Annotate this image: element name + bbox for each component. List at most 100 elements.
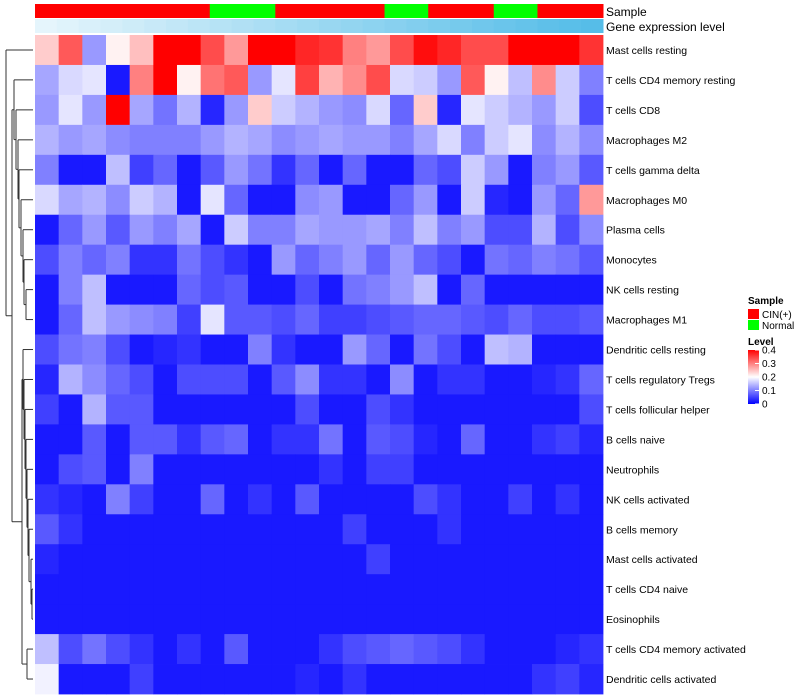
- heatmap-cell: [58, 664, 83, 695]
- sample-cell-cin: [100, 4, 123, 18]
- heatmap-cell: [366, 154, 391, 186]
- heatmap-cell: [177, 94, 202, 126]
- heatmap-cell: [342, 514, 367, 545]
- heatmap-cell: [484, 574, 509, 605]
- heatmap-cell: [224, 454, 249, 485]
- heatmap-cell: [508, 484, 533, 515]
- legend-swatch-normal: [748, 320, 759, 330]
- heatmap-cell: [271, 394, 296, 425]
- heatmap-cell: [342, 274, 367, 305]
- heatmap-cell: [319, 394, 344, 425]
- heatmap-cell: [200, 334, 225, 365]
- heatmap-cell: [390, 244, 415, 276]
- heatmap-cell: [248, 514, 273, 545]
- heatmap-cell: [153, 574, 178, 605]
- heatmap-cell: [437, 334, 462, 365]
- sample-cell-cin: [362, 4, 386, 18]
- row-label: Plasma cells: [606, 225, 665, 237]
- heatmap-cell: [484, 184, 509, 216]
- heatmap-cell: [484, 394, 509, 425]
- heatmap-cell: [82, 214, 107, 246]
- heatmap-cell: [200, 394, 225, 425]
- sample-cell-cin: [275, 4, 298, 18]
- heatmap-cell: [129, 35, 154, 66]
- heatmap-cell: [82, 454, 107, 485]
- legend-label-normal: Normal: [762, 321, 794, 332]
- heatmap-cell: [248, 334, 273, 365]
- heatmap-cell: [271, 604, 296, 635]
- heatmap-cell: [342, 214, 367, 246]
- heatmap-cell: [177, 154, 202, 186]
- heatmap-cells: [35, 35, 604, 695]
- gene-expression-cell: [406, 19, 429, 33]
- heatmap-cell: [248, 484, 273, 515]
- heatmap-cell: [295, 274, 320, 305]
- heatmap-cell: [437, 514, 462, 545]
- heatmap-cell: [295, 64, 320, 96]
- heatmap-cell: [461, 454, 486, 485]
- heatmap-cell: [58, 304, 83, 335]
- heatmap-cell: [437, 364, 462, 395]
- heatmap-cell: [224, 124, 249, 156]
- heatmap-cell: [484, 214, 509, 246]
- level-colorbar: [748, 350, 759, 404]
- heatmap-cell: [153, 484, 178, 515]
- gene-expression-cell: [35, 19, 58, 33]
- heatmap-cell: [248, 424, 273, 455]
- heatmap-cell: [579, 454, 604, 485]
- heatmap-cell: [82, 544, 107, 575]
- heatmap-cell: [579, 154, 604, 186]
- heatmap-cell: [58, 604, 83, 635]
- gene-expression-cell: [297, 19, 320, 33]
- row-label: T cells gamma delta: [606, 165, 700, 177]
- heatmap-cell: [106, 244, 131, 276]
- heatmap-cell: [390, 124, 415, 156]
- heatmap-cell: [413, 484, 438, 515]
- heatmap-cell: [177, 364, 202, 395]
- heatmap-cell: [532, 634, 557, 665]
- heatmap-cell: [248, 274, 273, 305]
- heatmap-cell: [319, 124, 344, 156]
- heatmap-cell: [461, 544, 486, 575]
- heatmap-cell: [200, 664, 225, 695]
- heatmap-cell: [129, 634, 154, 665]
- heatmap-cell: [579, 214, 604, 246]
- gene-expression-cell: [581, 19, 604, 33]
- heatmap-cell: [319, 154, 344, 186]
- heatmap-cell: [106, 604, 131, 635]
- heatmap-cell: [129, 604, 154, 635]
- heatmap-cell: [224, 35, 249, 66]
- heatmap-cell: [271, 334, 296, 365]
- heatmap-cell: [58, 544, 83, 575]
- heatmap-cell: [555, 664, 580, 695]
- heatmap-cell: [437, 394, 462, 425]
- heatmap-cell: [579, 424, 604, 455]
- heatmap-cell: [579, 604, 604, 635]
- heatmap-cell: [390, 94, 415, 126]
- heatmap-cell: [82, 664, 107, 695]
- heatmap-cell: [153, 274, 178, 305]
- heatmap-cell: [366, 184, 391, 216]
- heatmap-cell: [532, 574, 557, 605]
- heatmap-cell: [508, 334, 533, 365]
- heatmap-cell: [129, 544, 154, 575]
- heatmap-cell: [319, 604, 344, 635]
- heatmap-cell: [508, 544, 533, 575]
- heatmap-cell: [390, 364, 415, 395]
- heatmap-cell: [342, 394, 367, 425]
- gene-expression-cell: [428, 19, 451, 33]
- heatmap-cell: [58, 394, 83, 425]
- row-label: Mast cells resting: [606, 45, 687, 57]
- heatmap-cell: [508, 35, 533, 66]
- heatmap-cell: [224, 214, 249, 246]
- sample-cell-cin: [144, 4, 167, 18]
- heatmap-cell: [129, 124, 154, 156]
- heatmap-cell: [484, 304, 509, 335]
- heatmap-cell: [437, 154, 462, 186]
- heatmap-cell: [342, 544, 367, 575]
- sample-cell-normal: [406, 4, 429, 18]
- heatmap-cell: [106, 94, 131, 126]
- heatmap-cell: [248, 124, 273, 156]
- heatmap-cell: [366, 334, 391, 365]
- heatmap-cell: [461, 574, 486, 605]
